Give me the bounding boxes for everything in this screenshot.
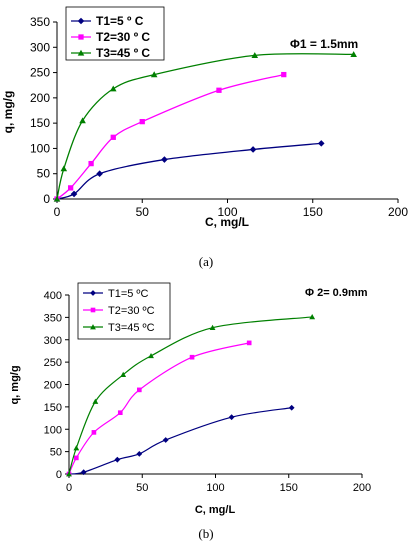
data-point [350, 51, 357, 58]
data-point [246, 340, 252, 346]
x-tick-label: 200 [353, 482, 371, 494]
chart-a: 0 50 100 150 200 250 300 350 0 50 100 150 200 C, mg/L… [1, 6, 408, 269]
data-point [209, 324, 216, 330]
chart-b: 0 50 100 150 200 250 300 350 400 0 50 100 150 200 C, m… [9, 282, 371, 541]
y-tick-label: 50 [50, 447, 62, 459]
legend-marker [77, 49, 85, 56]
y-tick-label: 200 [30, 91, 50, 105]
legend-entry: T2=30 ºC [108, 305, 155, 317]
x-tick-label: 150 [303, 205, 323, 219]
data-point [92, 398, 99, 404]
data-point [109, 85, 117, 92]
particle-size-note: Φ1 = 1.5mm [290, 37, 358, 51]
data-point [309, 314, 316, 320]
data-point [161, 156, 168, 163]
x-axis-label: C, mg/L [205, 215, 249, 229]
data-point [53, 195, 61, 202]
y-tick-label: 300 [30, 40, 50, 54]
y-tick-label: 0 [43, 192, 50, 206]
data-point [91, 430, 97, 435]
data-point [216, 87, 222, 93]
x-tick-label: 50 [136, 205, 150, 219]
data-point [80, 469, 87, 476]
data-point [66, 471, 72, 477]
legend-entry: T2=30 º C [96, 30, 150, 44]
series-line [68, 407, 292, 475]
figure-caption: (a) [199, 254, 213, 269]
data-point [74, 455, 79, 461]
y-tick-label: 100 [44, 424, 62, 436]
series-line [68, 316, 313, 475]
data-point [117, 410, 123, 416]
y-axis-label: q, mg/g [1, 91, 15, 134]
x-axis-label: C, mg/L [195, 504, 236, 516]
legend-box [65, 6, 165, 61]
y-tick-label: 0 [56, 469, 62, 481]
data-point [137, 387, 142, 393]
data-point [114, 456, 121, 463]
y-axis-label: q, mg/g [9, 365, 21, 404]
data-point [139, 118, 145, 125]
data-point [150, 71, 158, 78]
data-point [189, 354, 195, 360]
x-tick-label: 200 [388, 205, 408, 219]
y-tick-label: 50 [37, 167, 51, 181]
x-tick-label: 100 [206, 482, 224, 494]
y-tick-label: 400 [44, 290, 62, 302]
legend-entry: T1=5 º C [96, 14, 144, 28]
x-tick-label: 0 [66, 482, 72, 494]
data-point [88, 160, 94, 167]
data-point [60, 165, 68, 172]
legend-entry: T3=45 ºC [108, 322, 155, 334]
data-point [249, 146, 257, 153]
y-tick-label: 250 [30, 66, 50, 80]
data-point [162, 437, 169, 443]
y-tick-label: 350 [44, 312, 62, 324]
y-tick-label: 250 [44, 357, 62, 369]
legend-entry: T1=5 ºC [108, 288, 148, 300]
y-tick-label: 150 [44, 402, 62, 414]
data-point [110, 134, 116, 140]
data-point [70, 190, 78, 198]
data-point [317, 140, 325, 147]
legend-marker [78, 34, 84, 40]
y-tick-label: 200 [44, 380, 62, 392]
y-tick-label: 150 [30, 116, 50, 130]
legend-marker [90, 290, 96, 296]
legend-entry: T3=45 º C [96, 46, 150, 60]
series-line [56, 73, 284, 200]
data-point [79, 117, 86, 124]
series-line [56, 53, 354, 200]
x-tick-label: 100 [217, 205, 237, 219]
y-tick-label: 350 [30, 15, 50, 29]
series-line [56, 142, 322, 200]
series-line [68, 342, 250, 475]
data-point [251, 52, 259, 59]
data-point [68, 185, 74, 191]
figure-caption: (b) [198, 526, 213, 541]
legend-marker [90, 324, 96, 330]
legend-marker [90, 307, 96, 313]
data-point [136, 450, 143, 457]
data-point [281, 71, 287, 78]
data-point [228, 414, 235, 421]
x-tick-label: 150 [280, 482, 298, 494]
particle-size-note: Φ 2= 0.9mm [305, 287, 368, 299]
x-tick-label: 50 [136, 482, 148, 494]
data-point [73, 445, 80, 451]
data-point [96, 170, 103, 178]
y-tick-label: 100 [30, 141, 50, 155]
legend-marker [77, 17, 85, 25]
x-tick-label: 0 [54, 205, 61, 219]
data-point [120, 371, 127, 377]
data-point [148, 352, 154, 359]
y-tick-label: 300 [44, 335, 62, 347]
data-point [288, 404, 295, 411]
